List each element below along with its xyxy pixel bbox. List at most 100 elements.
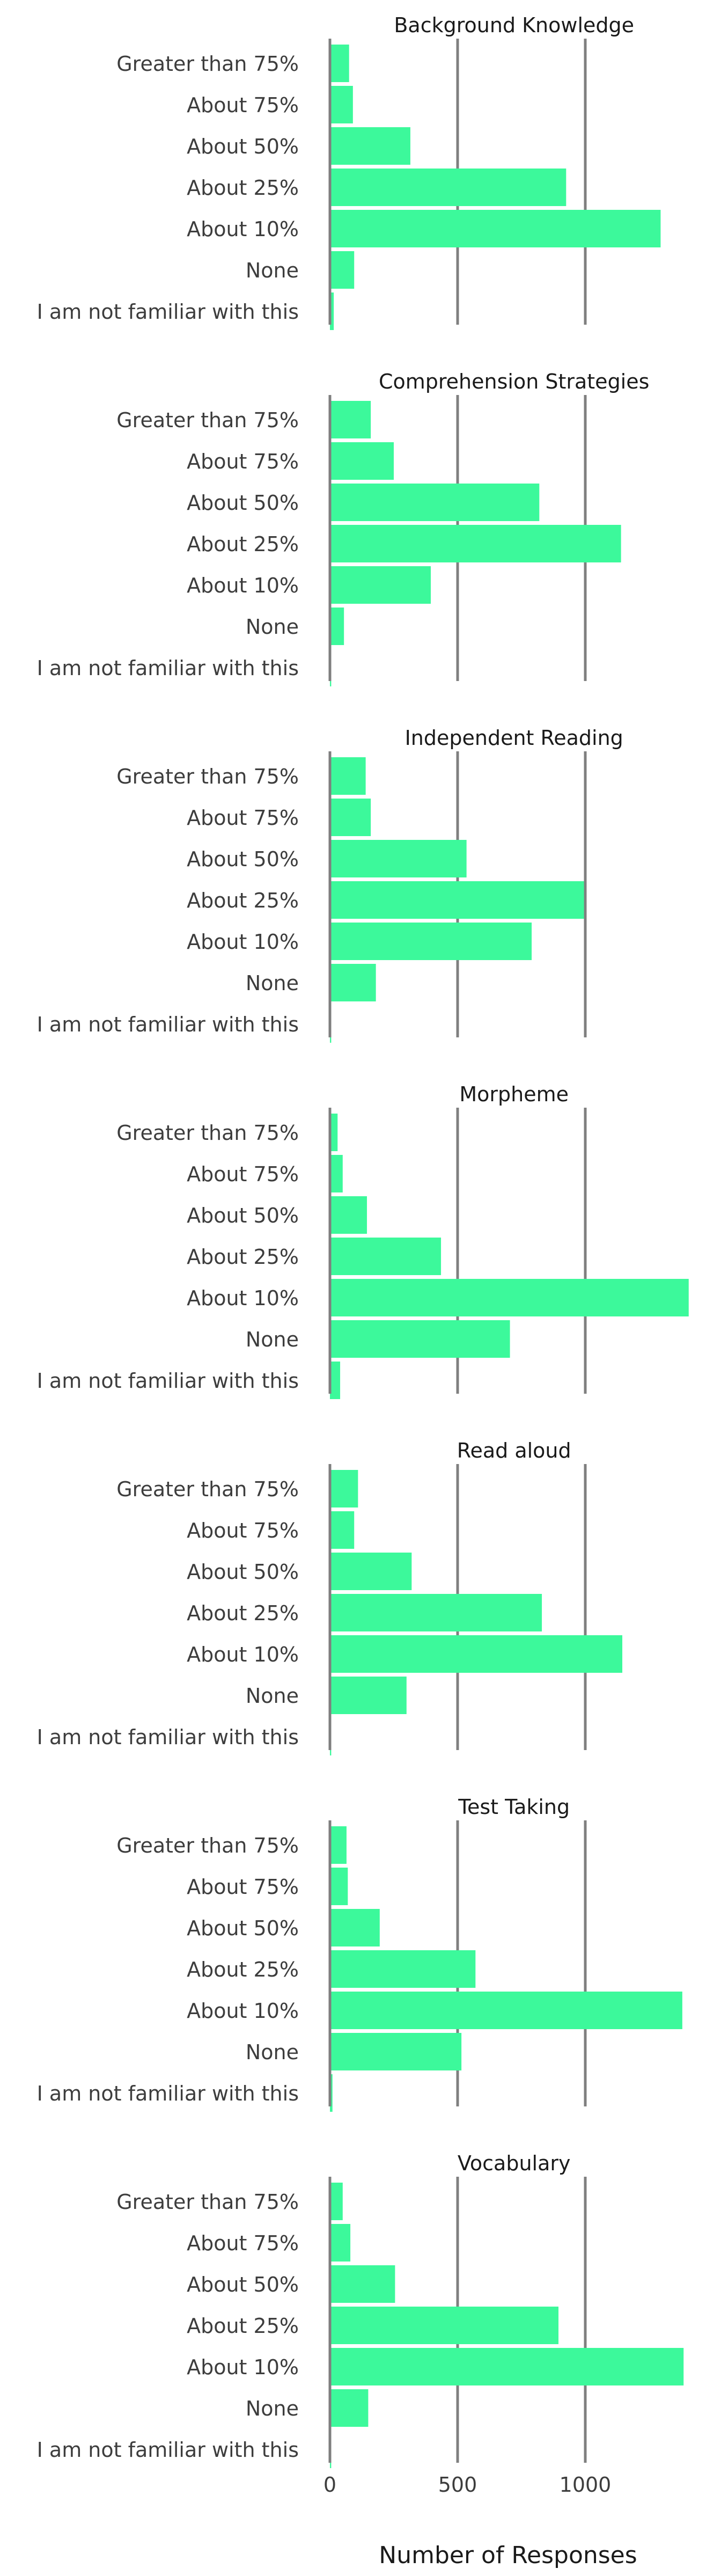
category-label: Greater than 75% [116,1477,299,1501]
bar [330,1511,355,1549]
bar [330,1362,341,1399]
category-label: About 25% [187,1245,299,1269]
bar [330,1909,380,1946]
category-label: About 10% [187,1286,299,1310]
bar [330,127,410,165]
category-label: About 75% [187,2231,299,2255]
bar [330,210,661,247]
bar [330,2033,462,2070]
category-label: About 25% [187,176,299,200]
bar [330,251,355,289]
category-label: About 10% [187,217,299,241]
bar [330,86,353,123]
bar [330,1470,358,1507]
chart-panel: Vocabulary Greater than 75% About 75% About… [37,2151,684,2468]
category-label: I am not familiar with this [37,2082,299,2105]
category-label: About 10% [187,574,299,597]
category-label: None [246,259,299,282]
x-tick-label: 0 [323,2473,336,2497]
bar [330,525,621,562]
bar [330,1553,412,1590]
category-label: I am not familiar with this [37,656,299,680]
bar [330,1238,442,1275]
category-label: I am not familiar with this [37,300,299,324]
category-label: About 50% [187,491,299,515]
bar [330,2348,684,2385]
bar [330,1196,367,1234]
bar [330,2224,351,2262]
category-label: None [246,615,299,639]
category-label: About 50% [187,135,299,158]
category-label: About 75% [187,93,299,117]
category-label: I am not familiar with this [37,1369,299,1393]
bar [330,1114,338,1151]
bar [330,1868,348,1905]
bar [330,881,584,919]
category-label: Greater than 75% [116,1834,299,1857]
category-label: About 50% [187,1560,299,1584]
bar [330,566,431,604]
category-label: About 10% [187,1999,299,2023]
category-label: Greater than 75% [116,52,299,76]
category-label: None [246,2040,299,2064]
bar [330,292,334,330]
bar [330,442,394,480]
bar [330,2265,395,2303]
bar [330,923,532,960]
bar [330,2389,369,2427]
chart-panel: Read aloud Greater than 75% About 75% About… [37,1439,623,1755]
category-label: Greater than 75% [116,765,299,788]
category-label: About 75% [187,1875,299,1899]
bar [330,484,540,521]
category-label: About 50% [187,1916,299,1940]
panel-title: Read aloud [457,1439,571,1462]
chart-panel: Morpheme Greater than 75% About 75% About 5… [37,1082,689,1399]
category-label: I am not familiar with this [37,2438,299,2462]
category-label: Greater than 75% [116,408,299,432]
category-label: About 50% [187,1204,299,1227]
category-label: I am not familiar with this [37,1013,299,1036]
bar [330,1677,407,1714]
category-label: About 50% [187,847,299,871]
bar [330,608,344,645]
bar [330,1320,510,1358]
category-label: None [246,971,299,995]
bar [330,1594,542,1631]
bar [330,1155,343,1192]
bar [330,1950,476,1988]
bar [330,1635,623,1673]
category-label: Greater than 75% [116,1121,299,1145]
bar [330,169,566,206]
bar [330,840,467,877]
category-label: About 25% [187,889,299,912]
chart-panels: Background Knowledge Greater than 75% Abou… [37,13,689,2497]
category-label: I am not familiar with this [37,1725,299,1749]
bar [330,1279,689,1316]
panel-title: Test Taking [458,1795,570,1819]
category-label: About 50% [187,2273,299,2296]
category-label: None [246,1684,299,1708]
panel-title: Morpheme [459,1082,569,1106]
category-label: None [246,1328,299,1351]
bar [330,1826,347,1864]
panel-title: Background Knowledge [394,13,634,37]
x-axis-label: Number of Responses [379,2542,637,2569]
bar [330,964,376,1001]
category-label: About 10% [187,930,299,954]
category-label: About 25% [187,1601,299,1625]
category-label: About 10% [187,2355,299,2379]
category-label: Greater than 75% [116,2190,299,2214]
chart-panel: Background Knowledge Greater than 75% Abou… [37,13,661,330]
category-label: About 75% [187,1162,299,1186]
category-label: None [246,2397,299,2420]
category-label: About 25% [187,1958,299,1981]
category-label: About 25% [187,2314,299,2338]
bar [330,45,349,82]
category-label: About 25% [187,532,299,556]
panel-title: Independent Reading [405,726,623,750]
category-label: About 75% [187,450,299,473]
bar [330,2307,559,2344]
category-label: About 10% [187,1643,299,1666]
panel-title: Comprehension Strategies [379,370,649,393]
